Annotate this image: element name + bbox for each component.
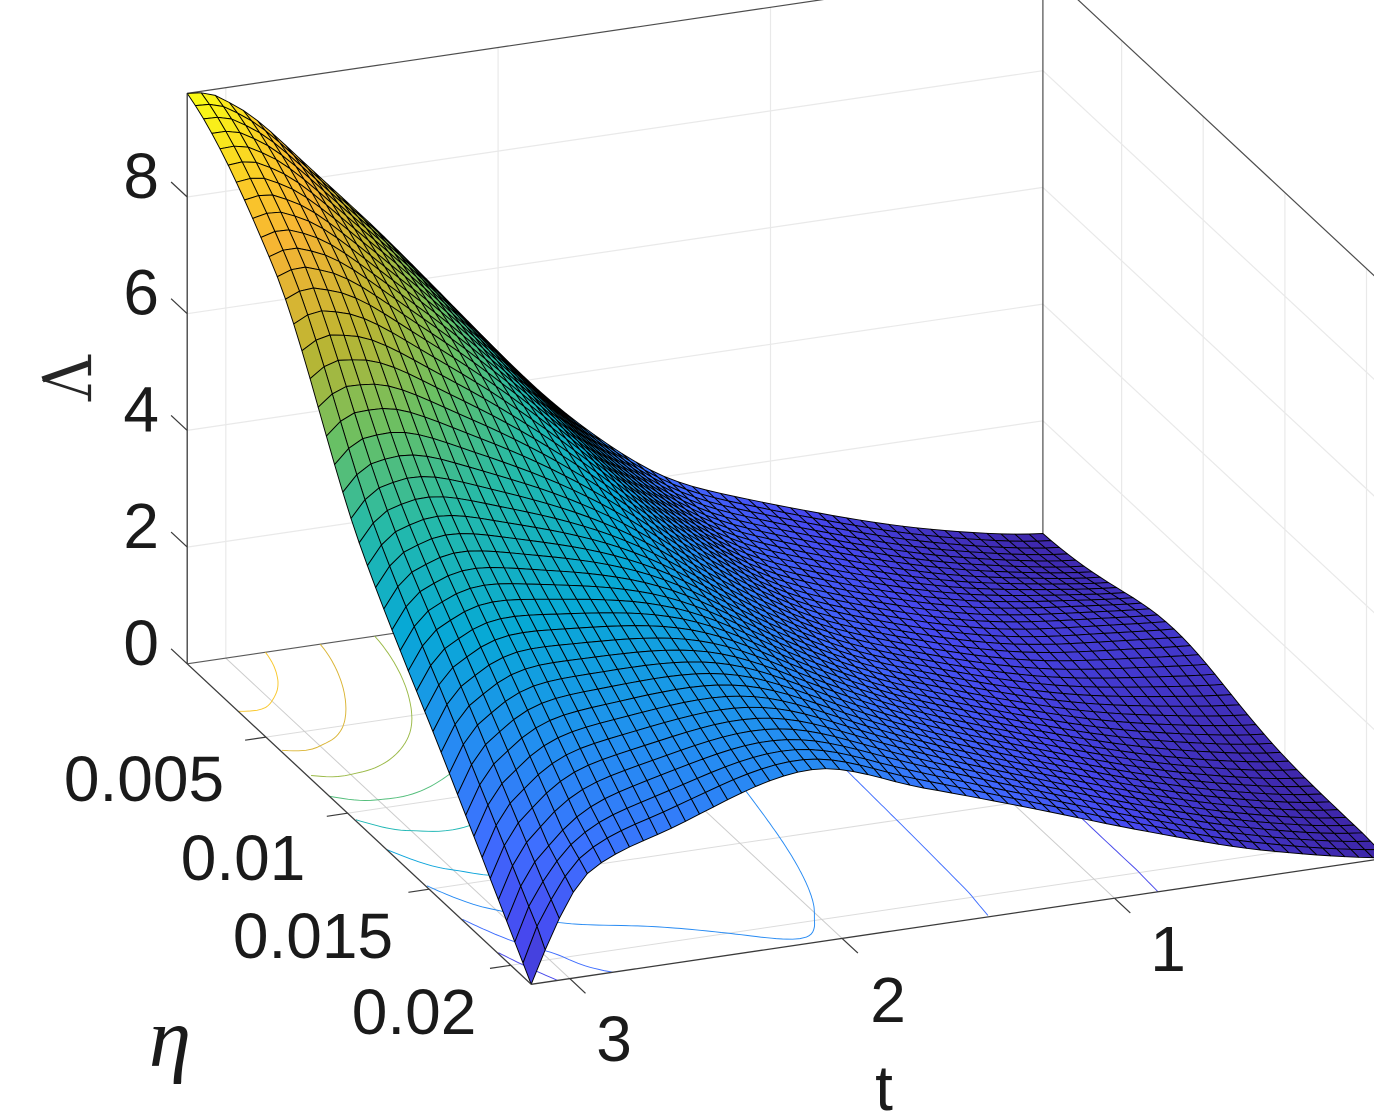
- svg-text:3: 3: [596, 1003, 632, 1075]
- svg-text:0.015: 0.015: [233, 900, 393, 972]
- svg-text:0.01: 0.01: [181, 822, 306, 894]
- svg-text:0: 0: [123, 607, 159, 679]
- svg-text:8: 8: [123, 140, 159, 212]
- svg-text:0.005: 0.005: [64, 743, 224, 815]
- svg-text:6: 6: [123, 257, 159, 329]
- svg-text:t: t: [875, 1052, 893, 1116]
- svg-text:η: η: [149, 991, 191, 1085]
- svg-text:1: 1: [1150, 913, 1186, 985]
- svg-text:0.02: 0.02: [352, 976, 477, 1048]
- svg-text:2: 2: [123, 490, 159, 562]
- svg-text:4: 4: [123, 373, 159, 445]
- svg-text:2: 2: [870, 964, 906, 1036]
